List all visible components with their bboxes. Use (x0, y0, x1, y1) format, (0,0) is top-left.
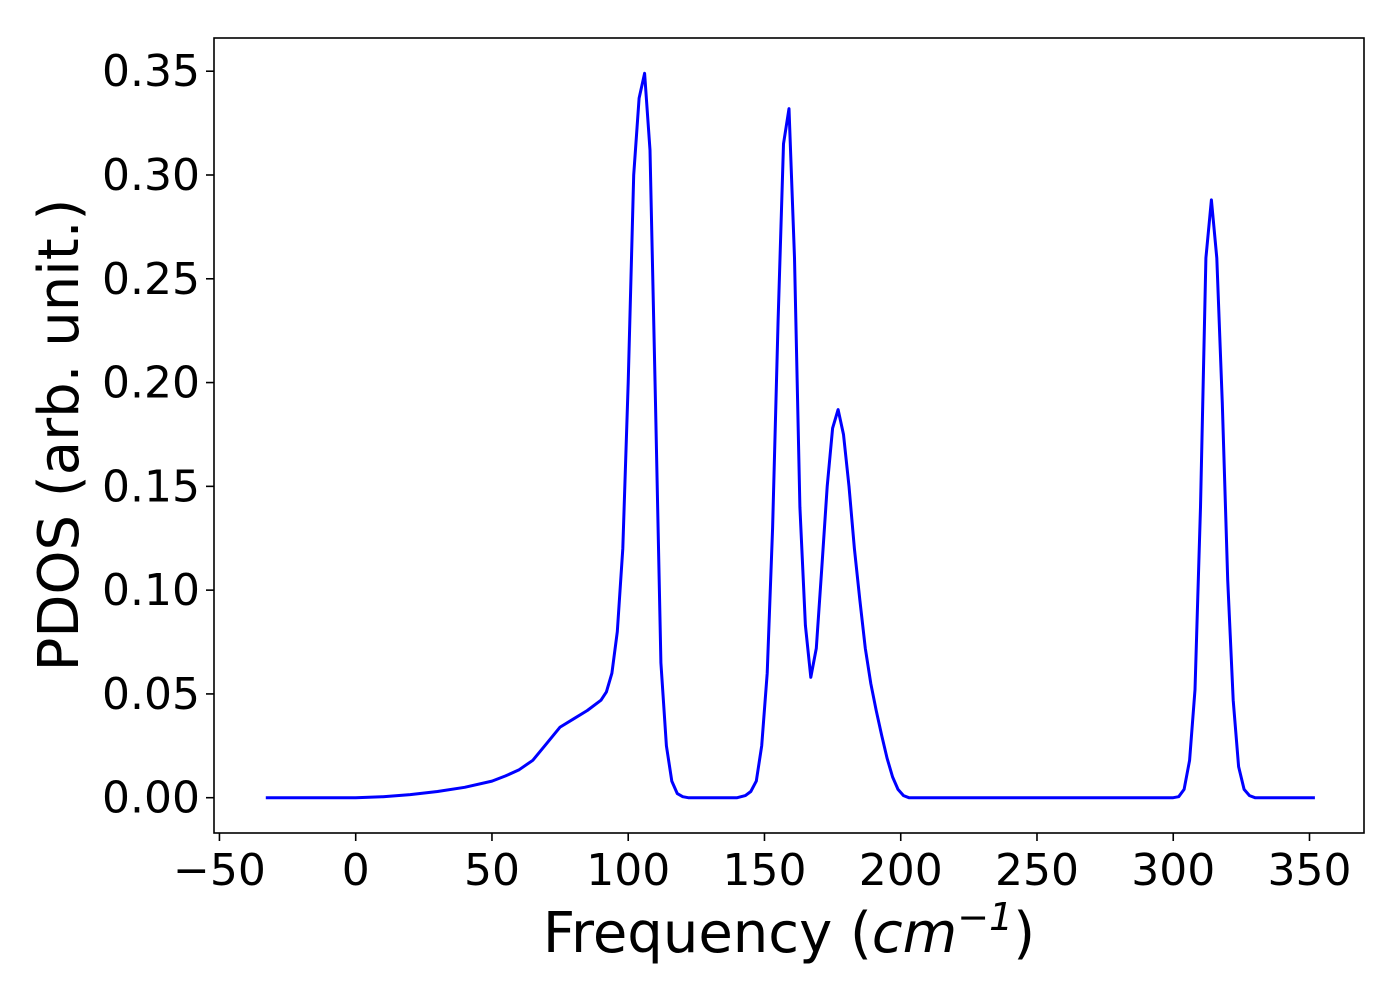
y-axis-label: PDOS (arb. unit.) (27, 199, 92, 672)
x-tick-label: 50 (464, 845, 520, 896)
x-tick-label: 150 (722, 845, 806, 896)
y-axis-ticks: 0.00 0.05 0.10 0.15 0.20 0.25 0.30 0.35 (102, 46, 214, 824)
x-axis-label: Frequency (cm−1) (543, 895, 1035, 966)
plot-frame (213, 37, 1365, 834)
y-tick-label: 0.30 (102, 150, 200, 201)
x-axis-ticks: −50 0 50 100 150 200 250 300 350 (173, 833, 1351, 896)
x-tick-label: −50 (173, 845, 266, 896)
plot-area (214, 38, 1364, 833)
pdos-line-0 (265, 71, 1315, 800)
x-tick-label: 200 (859, 845, 943, 896)
y-tick-label: 0.00 (102, 773, 200, 824)
y-tick-label: 0.35 (102, 46, 200, 97)
y-tick-label: 0.10 (102, 565, 200, 616)
y-tick-label: 0.05 (102, 669, 200, 720)
x-tick-label: 0 (342, 845, 370, 896)
x-tick-label: 350 (1268, 845, 1352, 896)
series-group (265, 71, 1315, 800)
y-tick-label: 0.15 (102, 461, 200, 512)
x-axis-label-sup: −1 (957, 895, 1013, 939)
y-tick-label: 0.20 (102, 358, 200, 409)
x-tick-label: 250 (995, 845, 1079, 896)
x-axis-label-close: ) (1013, 901, 1035, 966)
y-tick-label: 0.25 (102, 254, 200, 305)
x-axis-label-math: cm (872, 901, 957, 966)
x-tick-label: 300 (1131, 845, 1215, 896)
x-tick-label: 100 (586, 845, 670, 896)
